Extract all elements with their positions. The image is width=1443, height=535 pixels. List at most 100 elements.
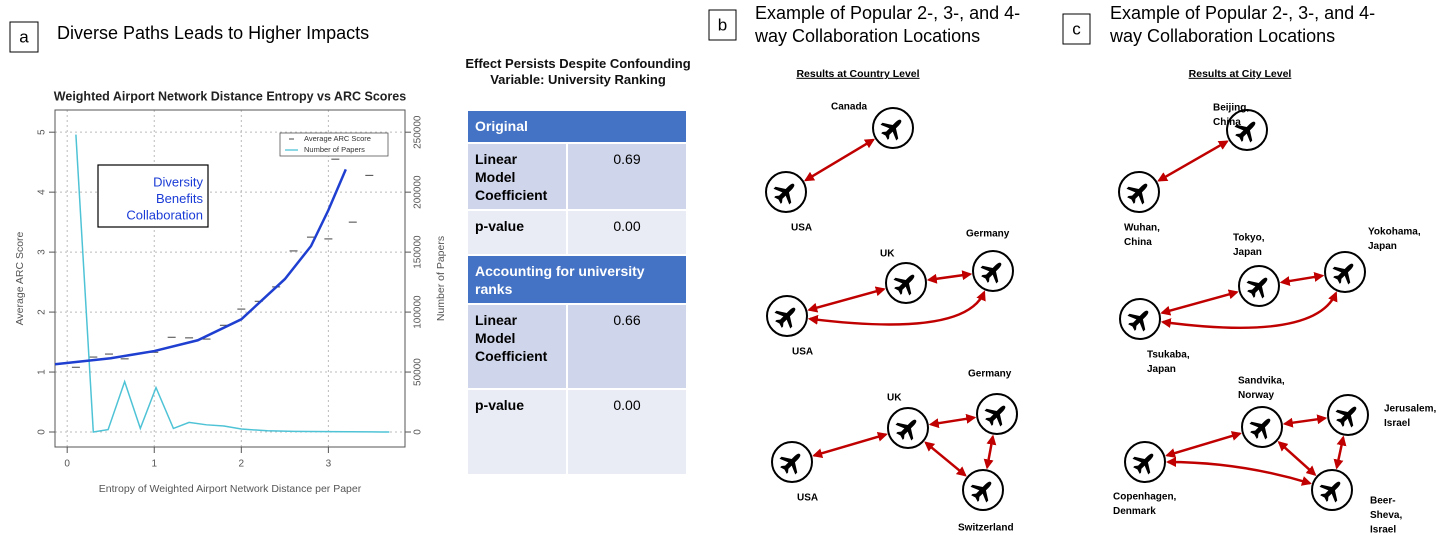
panel-title: Example of Popular 2-, 3-, and 4- [1110, 3, 1375, 23]
node-label: Denmark [1113, 506, 1156, 517]
connection-arrow [926, 270, 973, 284]
annotation-text: Collaboration [126, 207, 203, 222]
table-cell: 0.69 [568, 144, 686, 209]
node-label: Beer- [1370, 496, 1396, 507]
table-section-header: Accounting for university ranks [468, 256, 686, 303]
connection-arrow [1160, 291, 1338, 330]
node-label: Japan [1368, 241, 1397, 252]
y2-tick-label: 200000 [413, 175, 424, 209]
node-label: UK [887, 393, 902, 404]
y2-tick-label: 150000 [413, 235, 424, 269]
node-label: China [1213, 117, 1241, 128]
node-label: Japan [1233, 247, 1262, 258]
node-label: UK [880, 249, 895, 260]
connection-arrow [1166, 457, 1312, 486]
node-label: USA [792, 347, 813, 358]
node-label: Israel [1370, 525, 1396, 535]
x-axis-label: Entropy of Weighted Airport Network Dist… [99, 483, 362, 495]
table-cell: 0.66 [568, 305, 686, 388]
table-row: Linear Model Coefficient 0.69 [468, 144, 686, 209]
panel-title: way Collaboration Locations [754, 26, 980, 46]
connection-arrow [804, 138, 875, 182]
table-cell: p-value [468, 211, 566, 254]
node-label: Tokyo, [1233, 233, 1265, 244]
x-tick-label: 3 [326, 459, 332, 470]
node-label: USA [791, 223, 812, 234]
panel-label-box [9, 21, 39, 53]
y2-tick-label: 100000 [413, 295, 424, 329]
table-title: Effect Persists Despite Confounding Vari… [465, 56, 691, 87]
connection-arrow [1160, 289, 1239, 316]
connection-arrow [1157, 140, 1229, 182]
annotation-text: Diversity [153, 174, 203, 189]
panel-label: a [19, 27, 29, 46]
x-tick-label: 2 [239, 459, 245, 470]
annotation-text: Benefits [156, 191, 203, 206]
panel-label-box [1062, 13, 1091, 45]
panel-label: b [718, 15, 727, 34]
table-cell: Linear Model Coefficient [468, 144, 566, 209]
table-row: p-value 0.00 [468, 211, 686, 254]
node-label: Tsukaba, [1147, 350, 1190, 361]
node-label: USA [797, 493, 818, 504]
connection-arrow [983, 434, 997, 470]
y2-axis-label: Number of Papers [435, 236, 447, 321]
table-cell: 0.00 [568, 390, 686, 474]
node-label: Wuhan, [1124, 223, 1160, 234]
legend-box [279, 132, 389, 157]
node-label: Norway [1238, 390, 1275, 401]
connection-arrow [928, 413, 977, 429]
connection-arrow [924, 441, 967, 477]
node-label: Germany [966, 229, 1010, 240]
panel-subtitle: Results at Country Level [796, 68, 919, 80]
panel-label: c [1072, 19, 1081, 38]
table-cell: Linear Model Coefficient [468, 305, 566, 388]
panel-title: Diverse Paths Leads to Higher Impacts [57, 23, 369, 43]
panel-title: Example of Popular 2-, 3-, and 4- [755, 3, 1020, 23]
y-tick-label: 1 [37, 369, 48, 375]
connection-arrow [807, 286, 886, 313]
y-tick-label: 4 [37, 189, 48, 195]
series-line [75, 134, 390, 433]
connection-arrow [1165, 431, 1242, 458]
panel-label-box [708, 9, 737, 41]
chart-title: Weighted Airport Network Distance Entrop… [54, 89, 406, 103]
table-cell: 0.00 [568, 211, 686, 254]
node-label: Sheva, [1370, 510, 1402, 521]
table-section-header: Original [468, 111, 686, 142]
y-tick-label: 0 [37, 429, 48, 435]
node-label: Japan [1147, 364, 1176, 375]
node-label: Beijing, [1213, 103, 1249, 114]
node-label: Yokohama, [1368, 227, 1421, 238]
node-label: Copenhagen, [1113, 492, 1177, 503]
connection-arrow [1277, 441, 1317, 476]
y2-tick-label: 50000 [413, 358, 424, 386]
panel-title: way Collaboration Locations [1109, 26, 1335, 46]
node-label: Canada [831, 102, 868, 113]
y-tick-label: 5 [37, 129, 48, 135]
node-label: Israel [1384, 418, 1410, 429]
legend-label: Number of Papers [304, 145, 365, 154]
trend-line [54, 168, 347, 366]
node-label: Germany [968, 369, 1012, 380]
connection-arrow [812, 431, 888, 459]
y-tick-label: 3 [37, 249, 48, 255]
connection-arrow [807, 290, 986, 326]
table-cell: p-value [468, 390, 566, 474]
x-tick-label: 1 [151, 459, 157, 470]
node-label: Switzerland [958, 523, 1014, 534]
panel-subtitle: Results at City Level [1189, 68, 1292, 80]
connection-arrow [1282, 414, 1328, 428]
connection-arrow [1333, 435, 1347, 470]
y2-tick-label: 0 [413, 429, 424, 435]
plot-frame [54, 109, 406, 448]
connection-arrow [1279, 272, 1325, 286]
y-tick-label: 2 [37, 309, 48, 315]
node-label: China [1124, 237, 1152, 248]
x-tick-label: 0 [64, 459, 70, 470]
node-label: Sandvika, [1238, 376, 1285, 387]
node-label: Jerusalem, [1384, 404, 1436, 415]
y-axis-label: Average ARC Score [14, 231, 26, 325]
